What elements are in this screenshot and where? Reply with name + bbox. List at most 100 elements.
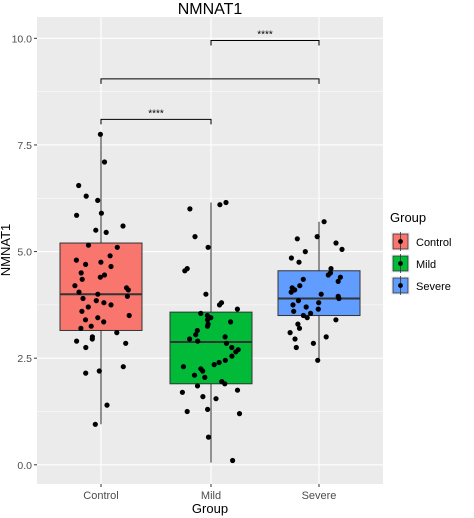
significance-label: **** <box>257 29 273 40</box>
data-point <box>108 263 114 270</box>
data-point <box>194 327 200 334</box>
x-tick-label: Mild <box>201 490 221 502</box>
significance-bracket <box>100 118 212 125</box>
data-point <box>83 193 89 199</box>
data-point <box>89 336 95 342</box>
data-point <box>205 244 211 250</box>
data-point <box>98 259 104 265</box>
data-point <box>288 289 294 295</box>
x-axis: Control Mild Severe <box>83 484 336 502</box>
data-point <box>230 457 236 464</box>
data-point <box>72 283 78 289</box>
data-point <box>107 253 113 259</box>
data-point <box>292 336 298 342</box>
data-point <box>97 274 103 280</box>
data-point <box>203 291 209 297</box>
data-point <box>229 344 235 351</box>
data-point <box>328 266 334 272</box>
data-point <box>93 298 99 304</box>
data-point <box>333 317 339 323</box>
data-point <box>79 308 85 314</box>
data-point <box>325 272 331 278</box>
data-point <box>73 257 79 263</box>
data-point <box>198 310 204 316</box>
data-point <box>293 344 299 351</box>
x-tick-label: Severe <box>302 490 337 502</box>
data-point <box>92 421 98 427</box>
chart-title: NMNAT1 <box>178 1 243 18</box>
data-point <box>234 306 240 312</box>
legend-key-point <box>398 261 403 266</box>
data-point <box>95 315 101 321</box>
data-point <box>74 212 80 218</box>
data-point <box>124 293 130 299</box>
legend-label: Control <box>416 237 451 249</box>
data-point <box>120 223 126 229</box>
data-point <box>88 323 94 329</box>
x-axis-title: Group <box>192 501 228 516</box>
data-point <box>222 357 228 363</box>
data-point <box>296 259 302 265</box>
data-point <box>103 229 109 235</box>
data-point <box>321 219 327 225</box>
data-point <box>229 353 235 359</box>
data-point <box>316 300 322 306</box>
data-point <box>76 289 82 295</box>
data-point <box>83 370 89 376</box>
data-point <box>318 291 324 297</box>
legend-key-point <box>398 283 403 288</box>
significance-brackets: **** **** <box>100 29 320 125</box>
y-tick-label: 10.0 <box>12 33 33 45</box>
x-tick-label: Control <box>83 490 118 502</box>
data-point <box>101 300 107 306</box>
data-point <box>200 368 206 374</box>
y-axis: 0.0 2.5 5.0 7.5 10.0 <box>12 33 37 472</box>
data-point <box>85 242 92 248</box>
y-tick-label: 0.0 <box>17 460 32 472</box>
legend: Group Control Mild Severe <box>390 210 451 295</box>
data-point <box>76 182 82 189</box>
data-point <box>234 387 241 393</box>
data-point <box>83 344 89 351</box>
data-point <box>195 338 201 344</box>
data-point <box>300 276 306 282</box>
data-point <box>114 244 120 250</box>
data-point <box>223 199 229 206</box>
data-point <box>78 270 84 276</box>
data-point <box>211 362 217 368</box>
y-axis-title: NMNAT1 <box>0 224 13 276</box>
data-point <box>296 325 303 331</box>
data-point <box>101 319 107 325</box>
y-tick-label: 7.5 <box>17 140 32 152</box>
data-point <box>304 315 310 321</box>
data-point <box>222 334 228 340</box>
data-point <box>179 389 185 395</box>
data-point <box>85 304 91 310</box>
data-point <box>291 308 297 314</box>
data-point <box>295 321 301 327</box>
data-point <box>193 332 199 338</box>
data-point <box>126 312 132 319</box>
data-point <box>315 306 321 312</box>
data-point <box>74 338 80 344</box>
data-point <box>288 255 294 261</box>
data-point <box>236 411 243 417</box>
data-point <box>83 261 89 267</box>
data-point <box>216 302 223 308</box>
data-point <box>287 330 293 336</box>
data-point <box>125 287 131 293</box>
data-point <box>194 383 201 389</box>
data-point <box>336 295 342 302</box>
data-point <box>96 368 102 374</box>
data-point <box>204 323 211 329</box>
data-point <box>97 131 103 137</box>
data-point <box>104 402 110 408</box>
data-point <box>302 249 308 255</box>
data-point <box>310 340 316 346</box>
data-point <box>180 364 186 370</box>
data-point <box>290 302 296 308</box>
data-point <box>95 291 101 297</box>
data-point <box>308 310 314 316</box>
data-point <box>79 276 85 282</box>
data-point <box>205 434 212 440</box>
